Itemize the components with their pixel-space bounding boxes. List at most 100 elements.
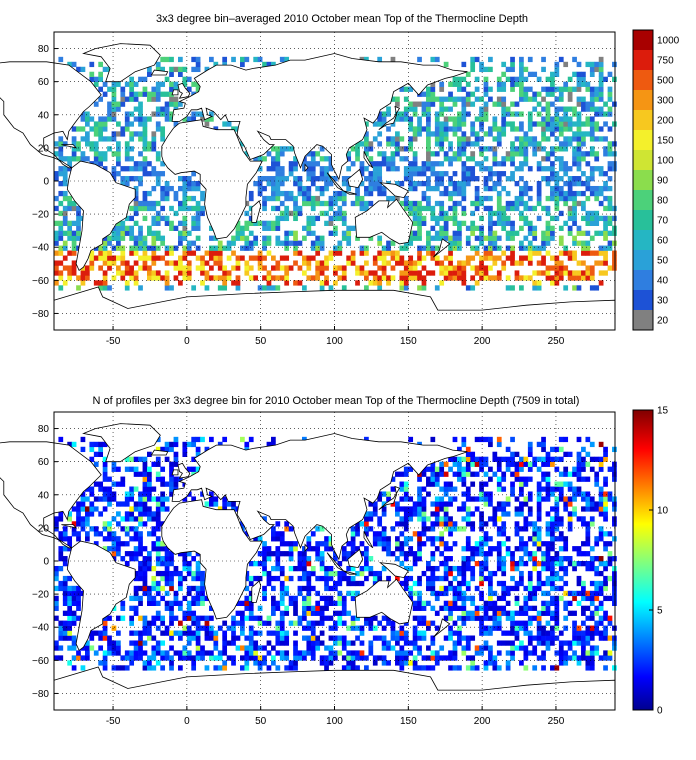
data-cell: [417, 255, 422, 261]
data-cell: [545, 106, 551, 112]
data-cell: [488, 551, 493, 557]
data-cell: [58, 436, 64, 443]
data-cell: [151, 516, 157, 522]
data-cell: [319, 561, 325, 567]
data-cell: [421, 171, 427, 177]
data-cell: [222, 630, 228, 636]
data-cell: [390, 476, 396, 482]
data-cell: [581, 131, 586, 137]
data-cell: [67, 575, 73, 582]
data-cell: [333, 225, 338, 231]
data-cell: [297, 615, 303, 621]
data-cell: [550, 126, 555, 132]
data-cell: [58, 190, 64, 197]
data-cell: [563, 640, 569, 646]
data-cell: [607, 496, 613, 502]
data-cell: [483, 541, 489, 547]
data-cell: [488, 476, 493, 482]
data-cell: [324, 280, 329, 286]
data-cell: [501, 131, 507, 137]
colorbar-label: 70: [657, 216, 669, 227]
data-cell: [465, 561, 471, 567]
data-cell: [191, 610, 197, 616]
data-cell: [527, 476, 533, 482]
data-cell: [355, 185, 360, 192]
data-cell: [550, 640, 555, 646]
data-cell: [465, 491, 471, 497]
data-cell: [399, 521, 405, 527]
data-cell: [120, 605, 126, 611]
data-cell: [403, 575, 409, 582]
data-cell: [302, 570, 307, 577]
data-cell: [603, 585, 608, 592]
data-cell: [523, 161, 529, 167]
data-cell: [488, 250, 493, 256]
data-cell: [523, 585, 529, 592]
coastline: [354, 578, 414, 625]
data-cell: [124, 551, 130, 557]
data-cell: [563, 195, 569, 202]
data-cell: [572, 250, 577, 256]
data-cell: [275, 665, 281, 671]
data-cell: [67, 200, 73, 207]
data-cell: [195, 56, 201, 63]
data-cell: [483, 76, 489, 82]
data-cell: [448, 650, 453, 656]
data-cell: [545, 136, 551, 142]
data-cell: [142, 496, 148, 502]
data-cell: [54, 575, 59, 582]
data-cell: [585, 541, 591, 547]
data-cell: [452, 76, 458, 82]
data-cell: [306, 255, 312, 261]
data-cell: [430, 556, 436, 562]
data-cell: [377, 250, 383, 256]
data-cell: [403, 240, 409, 246]
data-cell: [581, 461, 586, 467]
data-cell: [426, 516, 431, 522]
data-cell: [89, 511, 95, 517]
data-cell: [133, 270, 139, 276]
data-cell: [519, 625, 524, 631]
data-cell: [310, 255, 316, 261]
data-cell: [567, 526, 573, 532]
data-cell: [67, 275, 73, 281]
data-cell: [377, 536, 383, 542]
data-cell: [178, 220, 183, 226]
data-cell: [395, 111, 400, 117]
data-cell: [541, 66, 546, 73]
data-cell: [408, 260, 414, 266]
data-cell: [426, 655, 431, 661]
data-cell: [536, 546, 542, 552]
data-cell: [430, 131, 436, 137]
data-cell: [341, 195, 347, 202]
data-cell: [581, 76, 586, 82]
data-cell: [576, 476, 582, 482]
data-cell: [93, 161, 99, 167]
data-cell: [612, 255, 617, 261]
data-cell: [426, 200, 431, 207]
data-cell: [67, 220, 73, 226]
data-cell: [107, 106, 112, 112]
data-cell: [430, 640, 436, 646]
data-cell: [328, 655, 334, 661]
data-cell: [151, 220, 157, 226]
data-cell: [76, 205, 81, 212]
data-cell: [572, 86, 577, 92]
y-tick-label: 80: [38, 44, 50, 55]
data-cell: [589, 171, 595, 177]
data-cell: [545, 556, 551, 562]
data-cell: [129, 556, 135, 562]
data-cell: [275, 156, 281, 162]
data-cell: [288, 190, 294, 197]
data-cell: [116, 665, 121, 671]
data-cell: [164, 181, 170, 187]
data-cell: [142, 121, 148, 127]
data-cell: [417, 121, 422, 127]
data-cell: [310, 200, 316, 207]
data-cell: [421, 605, 427, 611]
data-cell: [514, 625, 520, 631]
data-cell: [302, 655, 307, 661]
data-cell: [80, 151, 86, 157]
data-cell: [567, 190, 573, 197]
data-cell: [147, 551, 152, 557]
